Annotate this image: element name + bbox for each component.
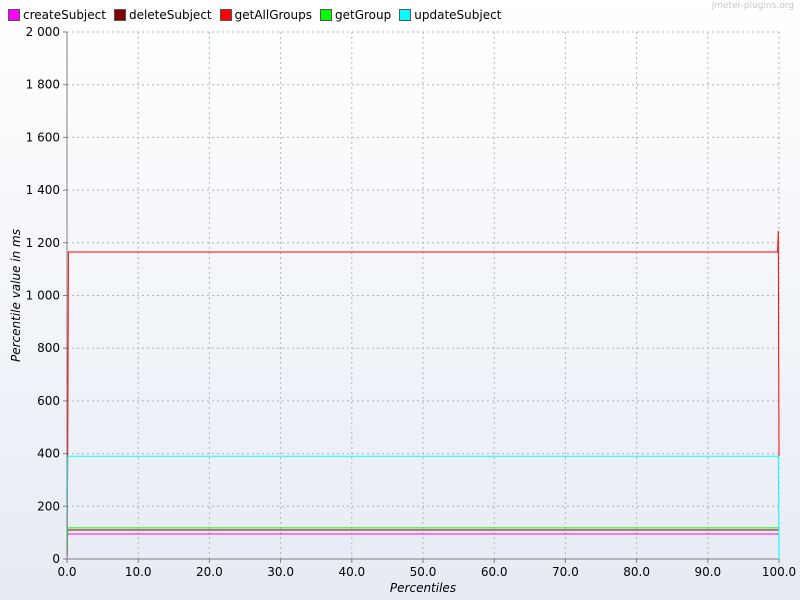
x-tick-label: 50.0 xyxy=(410,565,437,579)
legend-label-updateSubject: updateSubject xyxy=(414,8,502,22)
legend-label-getAllGroups: getAllGroups xyxy=(234,8,312,22)
legend-item-updateSubject: updateSubject xyxy=(399,8,501,22)
x-tick-label: 100.0 xyxy=(762,565,796,579)
axis-layer: 0.0 10.0 20.0 30.0 40.0 50.0 60.0 70.0 80.0 90.0 1… xyxy=(26,25,797,579)
y-tick-label: 1 200 xyxy=(26,236,60,250)
x-axis-title: Percentiles xyxy=(390,581,456,595)
x-tick-label: 0.0 xyxy=(57,565,76,579)
legend-item-deleteSubject: deleteSubject xyxy=(113,8,212,22)
y-tick-label: 1 800 xyxy=(26,78,60,92)
y-tick-label: 200 xyxy=(37,499,60,513)
y-tick-label: 600 xyxy=(37,394,60,408)
legend-label-createSubject: createSubject xyxy=(23,8,106,22)
x-tick-label: 40.0 xyxy=(338,565,365,579)
legend: createSubject deleteSubject getAllGroups… xyxy=(8,6,509,24)
y-axis-title: Percentile value in ms xyxy=(9,229,23,362)
legend-swatch-createSubject xyxy=(8,9,20,21)
y-tick-label: 1 400 xyxy=(26,183,60,197)
watermark: jmeter-plugins.org xyxy=(711,1,794,11)
legend-swatch-deleteSubject xyxy=(113,9,126,21)
x-tick-label: 20.0 xyxy=(196,565,223,579)
x-tick-label: 70.0 xyxy=(552,565,579,579)
x-tick-label: 80.0 xyxy=(623,565,650,579)
x-tick-label: 90.0 xyxy=(694,565,721,579)
y-tick-label: 1 600 xyxy=(26,130,60,144)
legend-item-getAllGroups: getAllGroups xyxy=(219,8,312,22)
legend-swatch-updateSubject xyxy=(399,9,412,21)
legend-label-getGroup: getGroup xyxy=(335,8,392,22)
legend-label-deleteSubject: deleteSubject xyxy=(128,8,212,22)
y-tick-label: 0 xyxy=(52,552,60,566)
legend-item-getGroup: getGroup xyxy=(320,8,391,22)
x-tick-label: 30.0 xyxy=(267,565,294,579)
y-tick-label: 2 000 xyxy=(26,25,60,39)
y-tick-label: 1 000 xyxy=(26,289,60,303)
series-line-getAllGroups xyxy=(66,230,780,560)
y-tick-label: 800 xyxy=(37,341,60,355)
legend-swatch-getAllGroups xyxy=(219,9,232,21)
x-tick-label: 10.0 xyxy=(125,565,152,579)
x-tick-label: 60.0 xyxy=(481,565,508,579)
y-tick-label: 400 xyxy=(37,447,60,461)
series-layer xyxy=(66,230,780,560)
legend-swatch-getGroup xyxy=(320,9,332,21)
grid-layer xyxy=(67,31,780,559)
legend-item-createSubject: createSubject xyxy=(8,8,106,22)
